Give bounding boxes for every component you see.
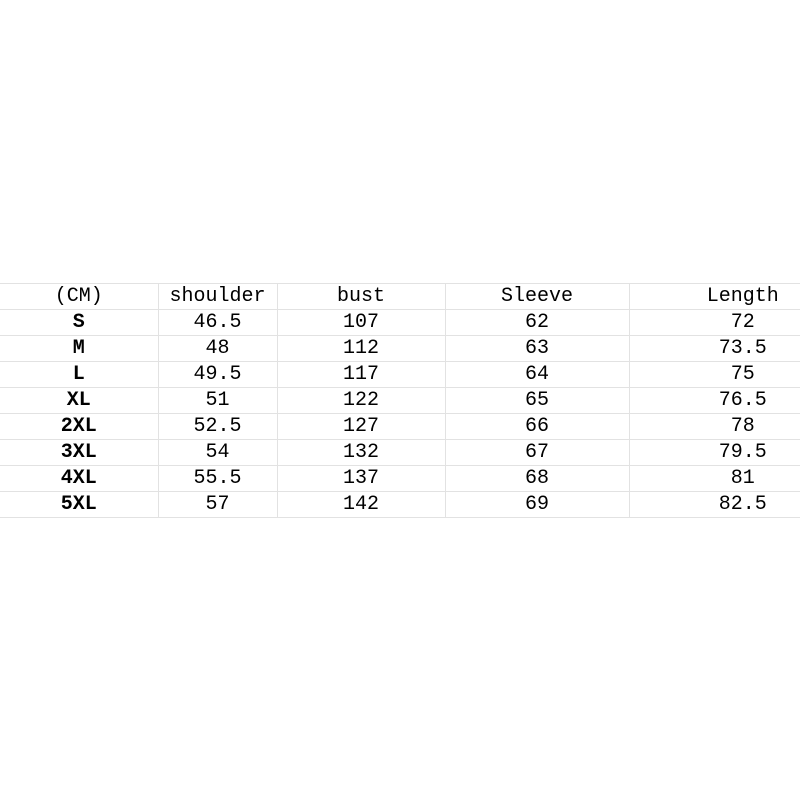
- cell-bust: 132: [276, 439, 445, 466]
- table-row: 2XL 52.5 127 66 78: [0, 413, 800, 440]
- cell-shoulder: 52.5: [157, 413, 277, 440]
- cell-shoulder: 57: [157, 491, 277, 518]
- header-sleeve: Sleeve: [444, 283, 629, 310]
- cell-bust: 117: [276, 361, 445, 388]
- size-chart: (CM) shoulder bust Sleeve Length S 46.5 107 62 72…: [0, 283, 800, 518]
- cell-size: S: [0, 309, 158, 336]
- cell-sleeve: 67: [444, 439, 629, 466]
- cell-length: 81: [628, 465, 800, 492]
- cell-sleeve: 63: [444, 335, 629, 362]
- table-row: 4XL 55.5 137 68 81: [0, 465, 800, 492]
- header-length: Length: [628, 283, 800, 310]
- cell-sleeve: 66: [444, 413, 629, 440]
- cell-shoulder: 51: [157, 387, 277, 414]
- cell-shoulder: 46.5: [157, 309, 277, 336]
- cell-length: 76.5: [628, 387, 800, 414]
- cell-size: XL: [0, 387, 158, 414]
- cell-shoulder: 48: [157, 335, 277, 362]
- cell-shoulder: 49.5: [157, 361, 277, 388]
- cell-sleeve: 69: [444, 491, 629, 518]
- cell-length: 82.5: [628, 491, 800, 518]
- header-row: (CM) shoulder bust Sleeve Length: [0, 283, 800, 310]
- cell-bust: 127: [276, 413, 445, 440]
- table-row: XL 51 122 65 76.5: [0, 387, 800, 414]
- cell-length: 78: [628, 413, 800, 440]
- cell-shoulder: 54: [157, 439, 277, 466]
- cell-length: 72: [628, 309, 800, 336]
- cell-bust: 142: [276, 491, 445, 518]
- cell-sleeve: 68: [444, 465, 629, 492]
- table-row: S 46.5 107 62 72: [0, 309, 800, 336]
- cell-sleeve: 65: [444, 387, 629, 414]
- cell-length: 79.5: [628, 439, 800, 466]
- cell-shoulder: 55.5: [157, 465, 277, 492]
- table-row: M 48 112 63 73.5: [0, 335, 800, 362]
- cell-size: 2XL: [0, 413, 158, 440]
- cell-bust: 137: [276, 465, 445, 492]
- cell-sleeve: 64: [444, 361, 629, 388]
- cell-bust: 107: [276, 309, 445, 336]
- cell-sleeve: 62: [444, 309, 629, 336]
- cell-length: 75: [628, 361, 800, 388]
- cell-size: 3XL: [0, 439, 158, 466]
- cell-size: L: [0, 361, 158, 388]
- table-row: L 49.5 117 64 75: [0, 361, 800, 388]
- header-size: (CM): [0, 283, 158, 310]
- cell-size: M: [0, 335, 158, 362]
- cell-bust: 112: [276, 335, 445, 362]
- cell-bust: 122: [276, 387, 445, 414]
- size-table: (CM) shoulder bust Sleeve Length S 46.5 107 62 72…: [0, 283, 800, 518]
- table-row: 5XL 57 142 69 82.5: [0, 491, 800, 518]
- cell-length: 73.5: [628, 335, 800, 362]
- cell-size: 4XL: [0, 465, 158, 492]
- header-bust: bust: [276, 283, 445, 310]
- table-row: 3XL 54 132 67 79.5: [0, 439, 800, 466]
- header-shoulder: shoulder: [157, 283, 277, 310]
- cell-size: 5XL: [0, 491, 158, 518]
